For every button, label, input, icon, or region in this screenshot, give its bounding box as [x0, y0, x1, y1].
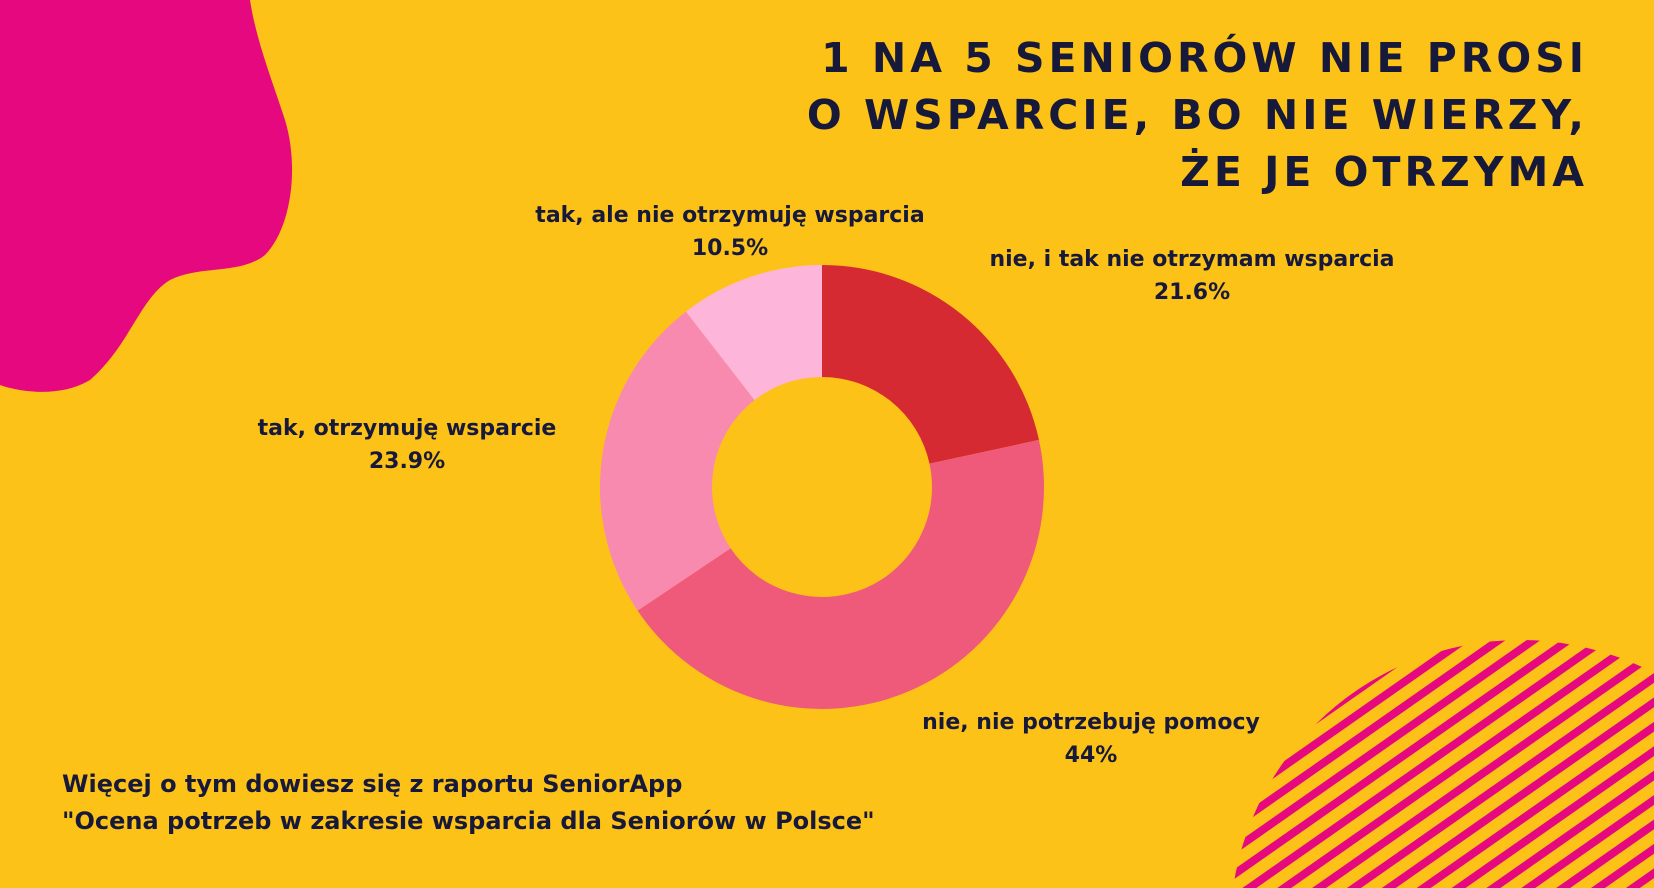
title-line-3: ŻE JE OTRZYMA	[1180, 148, 1588, 196]
source-line-1: Więcej o tym dowiesz się z raportu Senio…	[62, 770, 683, 798]
donut-slice-2	[637, 439, 1044, 709]
source-line-2: "Ocena potrzeb w zakresie wsparcia dla S…	[62, 807, 875, 835]
slice-label-value: 10.5%	[691, 236, 769, 261]
donut-slice-3	[600, 311, 755, 611]
label-slice-tak-ale: tak, ale nie otrzymuję wsparcia 10.5%	[535, 199, 924, 265]
label-slice-tak-otrzymuje: tak, otrzymuję wsparcie 23.9%	[258, 412, 557, 478]
donut-slice-1	[822, 265, 1039, 464]
source-note: Więcej o tym dowiesz się z raportu Senio…	[62, 766, 875, 840]
title-line-2: O WSPARCIE, BO NIE WIERZY,	[806, 91, 1588, 139]
slice-label-value: 23.9%	[368, 449, 446, 474]
slice-label-value: 21.6%	[1153, 280, 1231, 305]
page-title: 1 NA 5 SENIORÓW NIE PROSI O WSPARCIE, BO…	[688, 30, 1588, 201]
donut-slice-4	[685, 265, 822, 401]
slice-label-text: nie, nie potrzebuję pomocy	[922, 710, 1260, 735]
label-slice-nie-potrzebuje: nie, nie potrzebuję pomocy 44%	[922, 706, 1260, 772]
slice-label-text: tak, ale nie otrzymuję wsparcia	[535, 203, 925, 228]
slice-label-value: 44%	[1064, 743, 1118, 768]
slice-label-text: tak, otrzymuję wsparcie	[257, 416, 557, 441]
title-line-1: 1 NA 5 SENIORÓW NIE PROSI	[821, 34, 1588, 82]
decorative-blob	[0, 0, 293, 392]
label-slice-nie-i-tak: nie, i tak nie otrzymam wsparcia 21.6%	[989, 243, 1394, 309]
slice-label-text: nie, i tak nie otrzymam wsparcia	[989, 247, 1395, 272]
